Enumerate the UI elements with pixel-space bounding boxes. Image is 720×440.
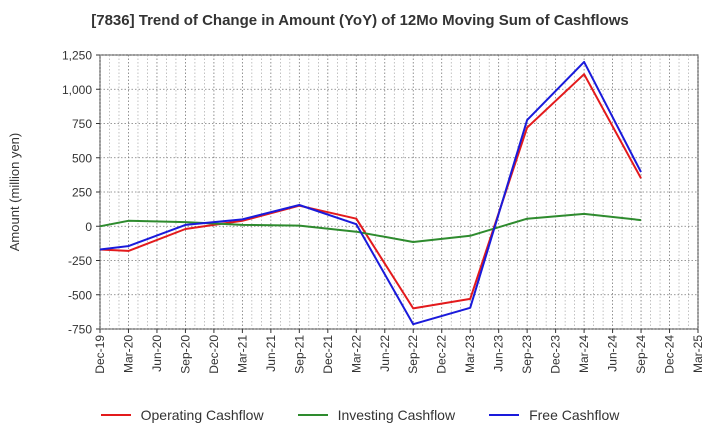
legend-label: Free Cashflow [529,407,620,423]
x-tick-label: Dec-23 [549,335,563,374]
x-tick-label: Sep-22 [406,335,420,374]
series-line-investing-cashflow [99,212,642,243]
x-tick-label: Jun-22 [378,335,392,372]
x-tick-label: Mar-21 [235,335,249,373]
legend-item-investing-cashflow: Investing Cashflow [297,407,456,423]
series-line-free-cashflow [99,60,642,326]
y-axis-label: Amount (million yen) [7,133,22,252]
y-tick-label: 250 [72,186,92,200]
x-tick-label: Jun-21 [264,335,278,372]
x-tick-label: Mar-20 [121,335,135,373]
series-line-operating-cashflow [99,73,642,310]
x-tick-label: Sep-24 [634,335,648,374]
legend-swatch [489,414,520,416]
x-tick-label: Dec-20 [207,335,221,374]
x-tick-label: Mar-22 [349,335,363,373]
legend-label: Operating Cashflow [140,407,264,423]
x-tick-label: Jun-20 [150,335,164,372]
y-tick-label: -500 [68,288,92,302]
x-tick-label: Sep-21 [292,335,306,374]
x-tick-label: Dec-19 [93,335,107,374]
y-tick-label: -750 [68,323,92,337]
y-tick-label: 750 [72,117,92,131]
x-tick-label: Mar-24 [577,335,591,373]
y-tick-label: -250 [68,254,92,268]
legend-label: Investing Cashflow [337,407,456,423]
x-tick-label: Sep-20 [178,335,192,374]
x-tick-label: Mar-23 [463,335,477,373]
y-tick-label: 1,000 [62,83,92,97]
legend: Operating Cashflow Investing Cashflow Free… [0,403,720,427]
legend-item-free-cashflow: Free Cashflow [489,407,619,423]
chart-title: [7836] Trend of Change in Amount (YoY) o… [91,12,629,29]
x-tick-label: Dec-22 [435,335,449,374]
legend-swatch [297,414,328,416]
x-tick-label: Sep-23 [520,335,534,374]
legend-item-operating-cashflow: Operating Cashflow [100,407,264,423]
y-tick-label: 1,250 [62,49,92,63]
x-tick-label: Jun-23 [492,335,506,372]
y-tick-label: 500 [72,151,92,165]
x-tick-label: Dec-21 [321,335,335,374]
legend-swatch [100,414,131,416]
x-tick-label: Mar-25 [691,335,705,373]
x-tick-label: Jun-24 [606,335,620,372]
y-tick-label: 0 [85,220,92,234]
x-tick-label: Dec-24 [663,335,677,374]
